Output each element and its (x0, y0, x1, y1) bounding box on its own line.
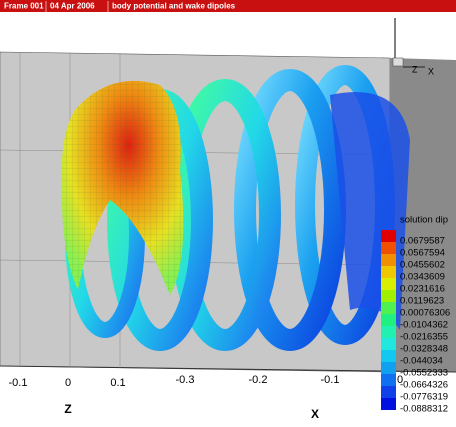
x-tick-label: -0.1 (321, 374, 340, 386)
legend-swatch (381, 302, 396, 314)
legend-swatch (381, 326, 396, 338)
legend-label: 0.0455602 (400, 260, 445, 271)
legend-swatch (381, 398, 396, 410)
legend-label: -0.0776319 (400, 392, 448, 403)
date-label: 04 Apr 2006 (50, 2, 95, 11)
legend-swatch (381, 242, 396, 254)
legend-label: -0.0328348 (400, 344, 448, 355)
legend-swatch (381, 350, 396, 362)
legend-label: 0.0343609 (400, 272, 445, 283)
triad-label: X (428, 66, 434, 76)
legend-label: -0.0664326 (400, 380, 448, 391)
legend-swatch (381, 254, 396, 266)
legend-label: -0.0552333 (400, 368, 448, 379)
z-tick-label: 0 (65, 377, 71, 389)
legend-swatch (381, 266, 396, 278)
triad-label: Z (412, 64, 418, 74)
legend-label: 0.0679587 (400, 236, 445, 247)
legend-swatch (381, 386, 396, 398)
legend-swatch (381, 362, 396, 374)
legend-label: 0.0567594 (400, 248, 445, 259)
viewport: Frame 001 04 Apr 2006 body potential and… (0, 0, 456, 427)
legend-label: -0.0216355 (400, 332, 448, 343)
frame-label: Frame 001 (4, 2, 44, 11)
legend-label: 0.0231616 (400, 284, 445, 295)
legend-swatch (381, 290, 396, 302)
legend-title: solution dip (400, 215, 448, 226)
legend-label: 0.00076306 (400, 308, 450, 319)
z-tick-label: -0.1 (9, 377, 28, 389)
z-axis-title: Z (64, 402, 71, 416)
legend-swatch (381, 278, 396, 290)
x-tick-label: -0.3 (176, 374, 195, 386)
legend-label: 0.0119623 (400, 296, 444, 307)
legend-label: -0.044034 (400, 356, 443, 367)
z-tick-label: 0.1 (110, 377, 125, 389)
legend-swatch (381, 374, 396, 386)
x-axis-title: X (311, 407, 319, 421)
x-tick-label: -0.2 (249, 374, 268, 386)
legend-label: -0.0104362 (400, 320, 448, 331)
legend-label: -0.0888312 (400, 404, 448, 415)
frame-title: body potential and wake dipoles (112, 2, 236, 11)
legend-swatch (381, 338, 396, 350)
legend-swatch (381, 314, 396, 326)
legend-swatch (381, 230, 396, 242)
